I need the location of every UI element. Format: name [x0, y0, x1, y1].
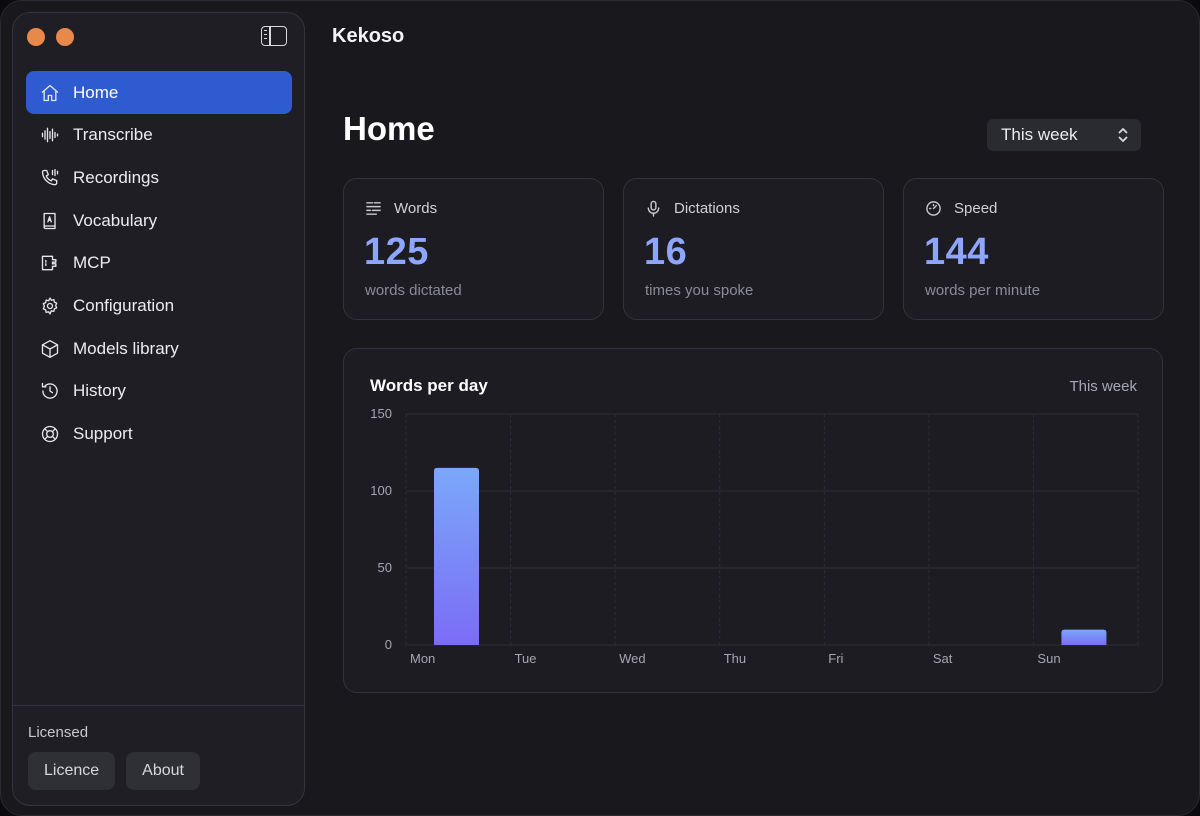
- x-tick-label: Thu: [724, 651, 746, 666]
- window-controls: [27, 28, 74, 46]
- x-tick-label: Sun: [1037, 651, 1060, 666]
- sidebar-item-label: Transcribe: [73, 125, 153, 145]
- stat-card-speed: Speed 144 words per minute: [903, 178, 1164, 320]
- x-tick-label: Wed: [619, 651, 646, 666]
- sidebar-item-recordings[interactable]: Recordings: [26, 156, 292, 199]
- sidebar-toggle-icon[interactable]: [261, 26, 287, 46]
- sidebar-item-label: Configuration: [73, 296, 175, 316]
- minimize-window-button[interactable]: [56, 28, 74, 46]
- about-button[interactable]: About: [126, 752, 200, 790]
- sidebar-item-support[interactable]: Support: [26, 413, 292, 456]
- sidebar: Home Transcribe Recordings Vocabulary: [12, 12, 305, 806]
- stat-value: 144: [924, 231, 989, 273]
- x-tick-label: Sat: [933, 651, 953, 666]
- bar-mon[interactable]: [434, 467, 479, 645]
- sidebar-item-configuration[interactable]: Configuration: [26, 285, 292, 328]
- x-tick-label: Tue: [515, 651, 537, 666]
- stat-label: Speed: [954, 200, 998, 217]
- speedometer-icon: [926, 201, 941, 216]
- book-icon: [39, 210, 61, 232]
- stat-label: Dictations: [674, 200, 740, 217]
- y-tick-label: 50: [378, 560, 392, 575]
- sidebar-item-label: History: [73, 381, 126, 401]
- sidebar-item-vocabulary[interactable]: Vocabulary: [26, 199, 292, 242]
- stat-value: 16: [644, 231, 688, 273]
- licence-button[interactable]: Licence: [28, 752, 116, 790]
- words-per-day-card: Words per day This week 0 50 100 150 Mon Tue W…: [343, 348, 1163, 693]
- stat-value: 125: [364, 231, 429, 273]
- license-status: Licensed: [28, 724, 89, 741]
- page-title: Home: [343, 110, 435, 147]
- close-window-button[interactable]: [27, 28, 45, 46]
- text-lines-icon: [366, 202, 381, 215]
- stat-header: Words: [365, 200, 437, 217]
- sidebar-footer-buttons: Licence About: [28, 752, 200, 790]
- chevron-up-down-icon: [1117, 127, 1128, 143]
- period-select-value: This week: [1001, 125, 1078, 144]
- home-icon: [39, 82, 61, 104]
- chart-period: This week: [1069, 378, 1137, 395]
- sidebar-item-history[interactable]: History: [26, 370, 292, 413]
- history-icon: [39, 380, 61, 402]
- sidebar-item-home[interactable]: Home: [26, 71, 292, 114]
- period-select[interactable]: This week: [987, 119, 1141, 151]
- stat-subtitle: words dictated: [365, 282, 462, 299]
- stat-card-words: Words 125 words dictated: [343, 178, 604, 320]
- sidebar-item-label: Models library: [73, 338, 179, 358]
- sidebar-item-label: Support: [73, 424, 133, 444]
- app-title: Kekoso: [332, 25, 405, 47]
- sidebar-nav: Home Transcribe Recordings Vocabulary: [26, 71, 292, 455]
- stat-subtitle: times you spoke: [645, 282, 754, 299]
- y-tick-label: 0: [385, 637, 392, 652]
- sidebar-item-label: Home: [73, 82, 119, 102]
- lifebuoy-icon: [39, 423, 61, 445]
- sidebar-item-transcribe[interactable]: Transcribe: [26, 114, 292, 157]
- microphone-icon: [647, 200, 660, 217]
- y-tick-label: 150: [370, 406, 392, 421]
- x-tick-label: Fri: [828, 651, 843, 666]
- stat-card-dictations: Dictations 16 times you spoke: [623, 178, 884, 320]
- sidebar-divider: [13, 705, 304, 706]
- plug-icon: [39, 252, 61, 274]
- waveform-icon: [39, 124, 61, 146]
- stat-subtitle: words per minute: [925, 282, 1041, 299]
- x-tick-label: Mon: [410, 651, 435, 666]
- stat-header: Dictations: [645, 200, 740, 217]
- cube-icon: [39, 338, 61, 360]
- bar-sun[interactable]: [1061, 629, 1107, 645]
- sidebar-item-label: Vocabulary: [73, 210, 158, 230]
- sidebar-item-mcp[interactable]: MCP: [26, 242, 292, 285]
- sidebar-item-label: Recordings: [73, 167, 159, 187]
- chart-title: Words per day: [370, 376, 488, 395]
- phone-recording-icon: [39, 167, 61, 189]
- words-per-day-chart: 0 50 100 150 Mon Tue Wed Thu Fri Sat Sun: [370, 406, 1139, 666]
- sidebar-item-label: MCP: [73, 253, 111, 273]
- sidebar-item-models-library[interactable]: Models library: [26, 327, 292, 370]
- gear-icon: [39, 295, 61, 317]
- stat-header: Speed: [925, 200, 997, 217]
- y-tick-label: 100: [370, 483, 392, 498]
- stats-row: Words 125 words dictated Dictations 16 t…: [343, 178, 1164, 320]
- stat-label: Words: [394, 200, 438, 217]
